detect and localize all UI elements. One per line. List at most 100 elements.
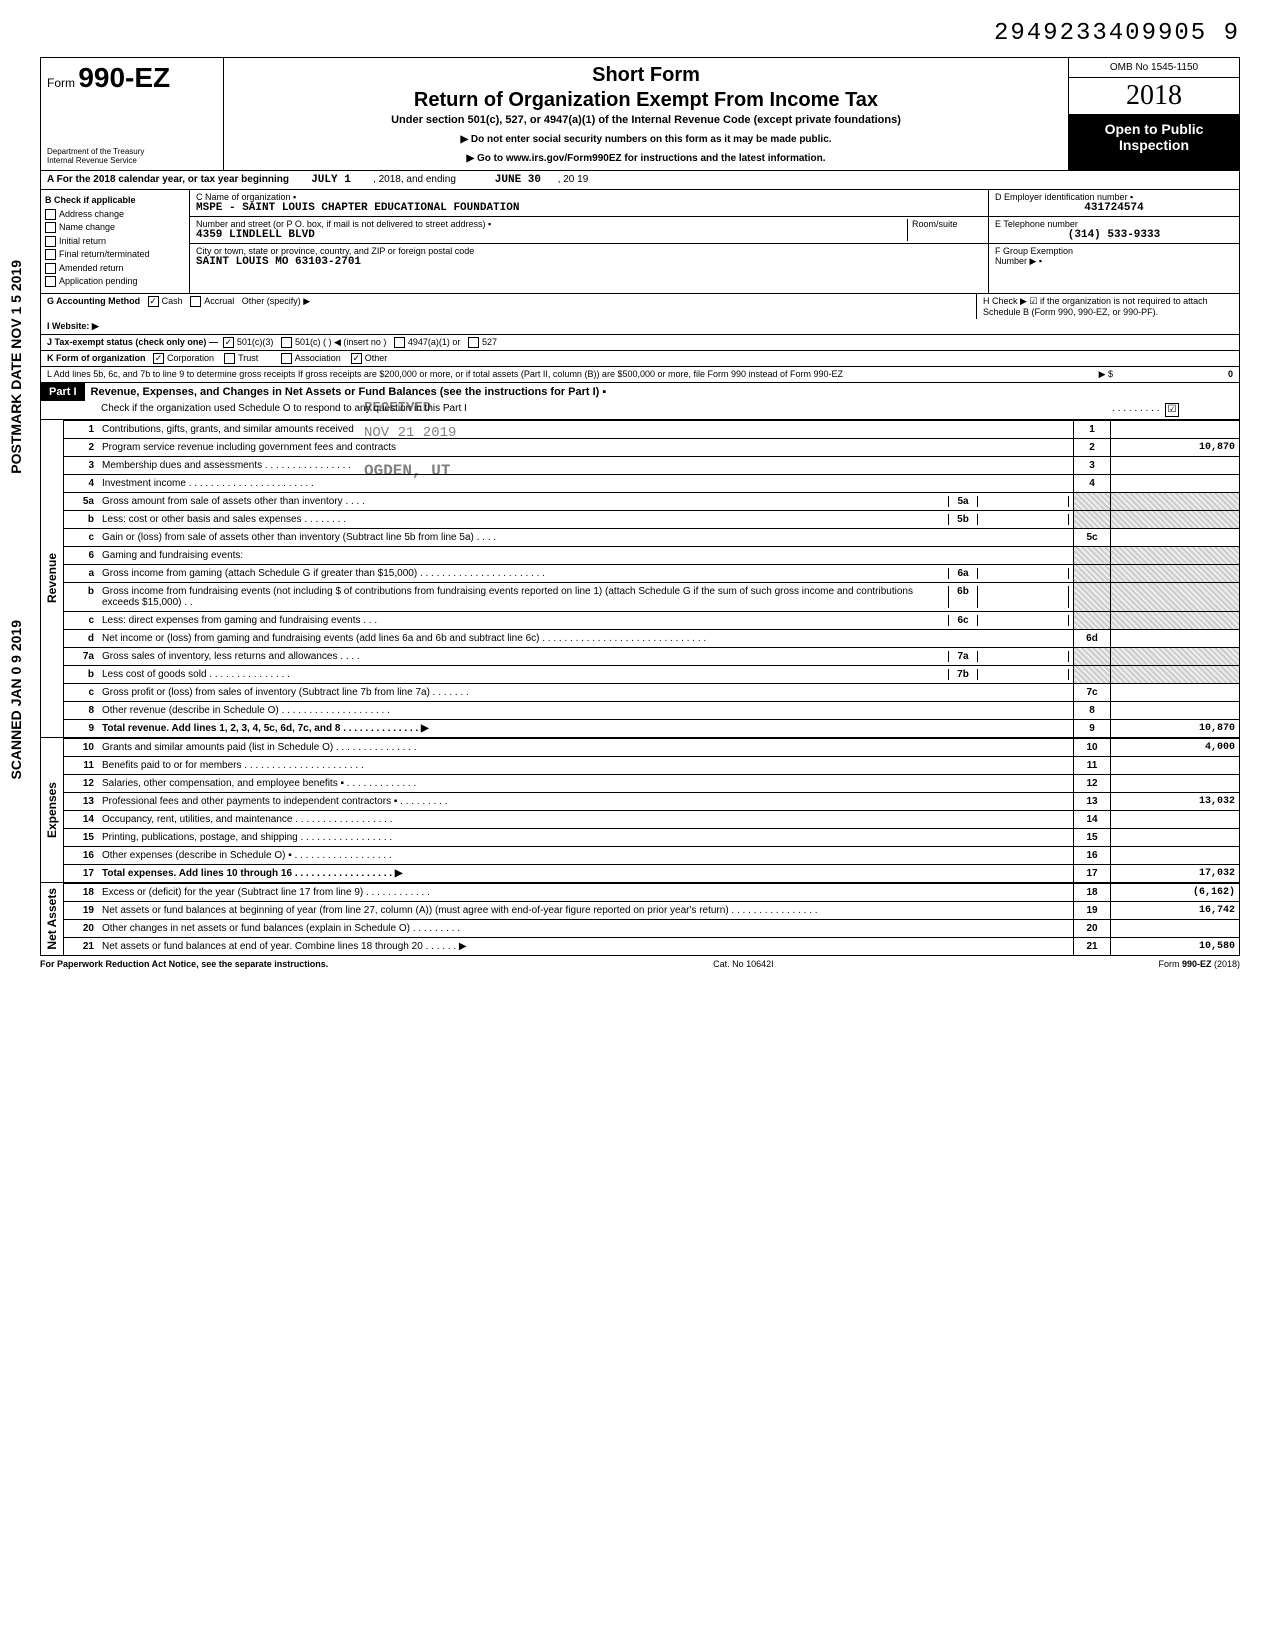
accrual-checkbox[interactable] xyxy=(190,296,201,307)
line-num: 10 xyxy=(64,738,98,756)
part1-check-text: Check if the organization used Schedule … xyxy=(101,403,1112,417)
line-box: 21 xyxy=(1074,937,1111,955)
501c-checkbox[interactable] xyxy=(281,337,292,348)
other-method-label: Other (specify) ▶ xyxy=(242,296,310,306)
line-box-shade xyxy=(1074,564,1111,582)
4947-checkbox[interactable] xyxy=(394,337,405,348)
line-desc: Contributions, gifts, grants, and simila… xyxy=(98,420,1074,438)
line-num: b xyxy=(64,510,98,528)
line-val xyxy=(1111,683,1240,701)
addr-label: Number and street (or P O. box, if mail … xyxy=(196,219,491,229)
line-num: b xyxy=(64,665,98,683)
colb-checkbox[interactable] xyxy=(45,222,56,233)
line-num: 12 xyxy=(64,774,98,792)
corp-label: Corporation xyxy=(167,353,214,363)
trust-checkbox[interactable] xyxy=(224,353,235,364)
g-label: G Accounting Method xyxy=(47,296,140,306)
expenses-side-label: Expenses xyxy=(45,782,59,838)
colb-item: Final return/terminated xyxy=(45,248,185,262)
line-val: (6,162) xyxy=(1111,883,1240,901)
row-a-label: A For the 2018 calendar year, or tax yea… xyxy=(47,174,289,185)
colb-checkbox[interactable] xyxy=(45,209,56,220)
line-num: d xyxy=(64,629,98,647)
line-num: 20 xyxy=(64,919,98,937)
line-box-shade xyxy=(1074,492,1111,510)
other-org-checkbox[interactable]: ✓ xyxy=(351,353,362,364)
line-box-shade xyxy=(1074,611,1111,629)
ssn-note: ▶ Do not enter social security numbers o… xyxy=(234,134,1058,145)
line-box: 8 xyxy=(1074,701,1111,719)
open-public-2: Inspection xyxy=(1119,137,1189,153)
colb-checkbox[interactable] xyxy=(45,276,56,287)
line-val xyxy=(1111,846,1240,864)
line-desc: Benefits paid to or for members . . . . … xyxy=(98,756,1074,774)
line-num: 14 xyxy=(64,810,98,828)
line-num: 4 xyxy=(64,474,98,492)
line-val-shade xyxy=(1111,647,1240,665)
line-val-shade xyxy=(1111,510,1240,528)
cash-checkbox[interactable]: ✓ xyxy=(148,296,159,307)
l-arrow: ▶ $ xyxy=(1073,369,1113,380)
line-desc: Grants and similar amounts paid (list in… xyxy=(98,738,1074,756)
line-box: 2 xyxy=(1074,438,1111,456)
line-num: 19 xyxy=(64,901,98,919)
part1-tag: Part I xyxy=(41,383,85,401)
line-box: 13 xyxy=(1074,792,1111,810)
identity-grid: B Check if applicable Address changeName… xyxy=(40,190,1240,293)
line-val: 4,000 xyxy=(1111,738,1240,756)
line-val xyxy=(1111,810,1240,828)
line-num: 13 xyxy=(64,792,98,810)
line-val xyxy=(1111,528,1240,546)
l-value: 0 xyxy=(1113,369,1233,380)
line-val xyxy=(1111,456,1240,474)
line-desc: Gross sales of inventory, less returns a… xyxy=(98,647,1074,665)
line-box-shade xyxy=(1074,582,1111,611)
line-desc: Net income or (loss) from gaming and fun… xyxy=(98,629,1074,647)
line-val xyxy=(1111,919,1240,937)
foot-right: Form 990-EZ (2018) xyxy=(1158,959,1240,969)
line-num: c xyxy=(64,683,98,701)
line-desc: Gain or (loss) from sale of assets other… xyxy=(98,528,1074,546)
line-num: 7a xyxy=(64,647,98,665)
f-sub: Number ▶ ▪ xyxy=(995,256,1042,266)
line-desc: Excess or (deficit) for the year (Subtra… xyxy=(98,883,1074,901)
form-number: 990-EZ xyxy=(78,62,170,93)
527-checkbox[interactable] xyxy=(468,337,479,348)
line-desc: Printing, publications, postage, and shi… xyxy=(98,828,1074,846)
line-num: 21 xyxy=(64,937,98,955)
501c-label: 501(c) ( ) ◀ (insert no ) xyxy=(295,337,386,347)
corp-checkbox[interactable]: ✓ xyxy=(153,353,164,364)
line-val: 13,032 xyxy=(1111,792,1240,810)
line-box: 17 xyxy=(1074,864,1111,882)
line-num: b xyxy=(64,582,98,611)
line-val-shade xyxy=(1111,611,1240,629)
e-label: E Telephone number xyxy=(995,219,1078,229)
line-desc: Membership dues and assessments . . . . … xyxy=(98,456,1074,474)
colb-checkbox[interactable] xyxy=(45,236,56,247)
line-desc: Investment income . . . . . . . . . . . … xyxy=(98,474,1074,492)
line-box: 12 xyxy=(1074,774,1111,792)
line-desc: Less cost of goods sold . . . . . . . . … xyxy=(98,665,1074,683)
line-num: 16 xyxy=(64,846,98,864)
line-desc: Other changes in net assets or fund bala… xyxy=(98,919,1074,937)
line-desc: Program service revenue including govern… xyxy=(98,438,1074,456)
scanned-stamp: SCANNED JAN 0 9 2019 xyxy=(8,620,24,780)
colb-checkbox[interactable] xyxy=(45,263,56,274)
colb-checkbox[interactable] xyxy=(45,249,56,260)
part1-check-mark: ☑ xyxy=(1165,403,1179,417)
line-val-shade xyxy=(1111,665,1240,683)
line-desc: Total expenses. Add lines 10 through 16 … xyxy=(98,864,1074,882)
line-num: 1 xyxy=(64,420,98,438)
line-val xyxy=(1111,474,1240,492)
line-num: 15 xyxy=(64,828,98,846)
501c3-checkbox[interactable]: ✓ xyxy=(223,337,234,348)
colb-item: Amended return xyxy=(45,262,185,276)
row-a: A For the 2018 calendar year, or tax yea… xyxy=(40,170,1240,190)
line-desc: Net assets or fund balances at end of ye… xyxy=(98,937,1074,955)
assoc-checkbox[interactable] xyxy=(281,353,292,364)
website-note: ▶ Go to www.irs.gov/Form990EZ for instru… xyxy=(234,153,1058,164)
line-val xyxy=(1111,774,1240,792)
colb-item: Name change xyxy=(45,221,185,235)
line-desc: Occupancy, rent, utilities, and maintena… xyxy=(98,810,1074,828)
room-label: Room/suite xyxy=(912,219,958,229)
